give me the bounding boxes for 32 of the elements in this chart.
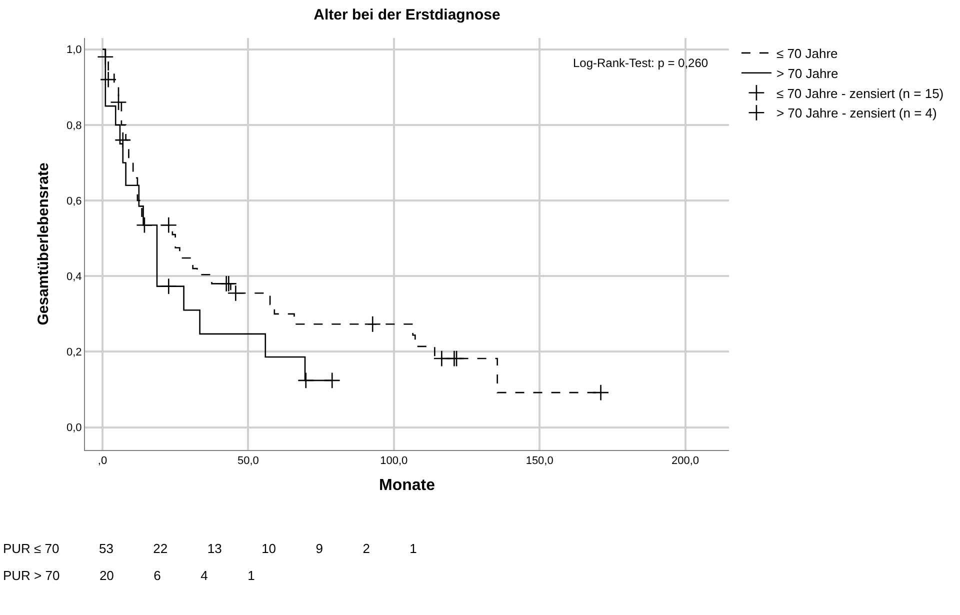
x-tick-label: 50,0 — [237, 455, 259, 468]
point — [324, 372, 340, 389]
y-tick-label: 0,8 — [66, 120, 82, 132]
legend-label: ≤ 70 Jahre - zensiert (n = 15) — [776, 86, 944, 101]
point — [100, 71, 117, 88]
point — [110, 94, 127, 111]
x-tick-label: 100,0 — [380, 455, 408, 468]
text: PUR ≤ 70 53 22 13 10 9 2 1 — [3, 541, 417, 556]
legend-label: > 70 Jahre — [776, 66, 838, 81]
y-axis-title: Gesamtüberlebensrate — [34, 162, 52, 326]
y-tick-label: 0,2 — [66, 346, 82, 359]
legend-label: > 70 Jahre - zensiert (n = 4) — [776, 106, 937, 121]
point — [114, 132, 132, 148]
x-axis-title: Monate — [379, 476, 436, 494]
annotation: Log-Rank-Test: p = 0,260 — [573, 56, 708, 70]
y-tick-label: 0,4 — [66, 270, 82, 283]
x-tick-label: 200,0 — [672, 455, 700, 468]
y-tick-label: 1,0 — [66, 44, 82, 56]
point — [97, 48, 114, 66]
chart-title: Alter bei der Erstdiagnose — [314, 6, 500, 24]
point — [364, 316, 381, 332]
point — [298, 372, 314, 389]
x-tick-label: ,0 — [98, 455, 108, 468]
point — [160, 278, 177, 295]
point — [136, 216, 153, 234]
legend-label: ≤ 70 Jahre — [776, 46, 838, 62]
point — [592, 384, 610, 401]
text: PUR > 70 20 6 4 1 — [3, 568, 255, 583]
point — [160, 216, 177, 234]
y-tick-label: 0,6 — [66, 195, 82, 208]
x-tick-label: 150,0 — [526, 455, 554, 468]
y-tick-label: 0,0 — [66, 422, 82, 434]
